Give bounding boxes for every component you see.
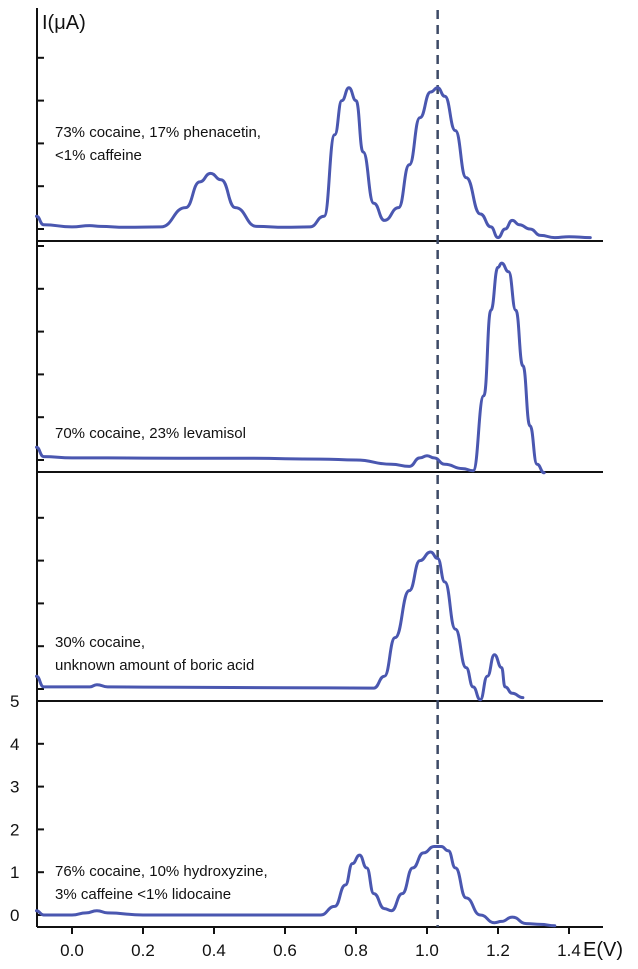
panel-labels: 73% cocaine, 17% phenacetin, <1% caffeine… xyxy=(55,124,268,903)
panel-2-trace xyxy=(35,261,546,475)
x-tick-label: 1.2 xyxy=(486,941,510,960)
traces xyxy=(35,86,592,928)
y-tick-label: 1 xyxy=(10,863,19,882)
panel-1-label-line: 73% cocaine, 17% phenacetin, xyxy=(55,124,261,141)
y-tick-label: 3 xyxy=(10,778,19,797)
x-tick-label: 0.0 xyxy=(60,941,84,960)
panel-1-label-line: <1% caffeine xyxy=(55,147,142,164)
panel-3-trace xyxy=(35,550,525,702)
axes: 0 1 2 3 4 5 0.0 0.2 0.4 0.6 0.8 1.0 1.2 1.4 xyxy=(10,8,603,960)
x-tick-label: 1.4 xyxy=(557,941,581,960)
x-tick-label: 0.8 xyxy=(344,941,368,960)
x-tick-label: 0.2 xyxy=(131,941,155,960)
panel-1-trace xyxy=(35,86,592,240)
panel-4-trace xyxy=(35,845,557,928)
panel-3-label-line: unknown amount of boric acid xyxy=(55,657,254,674)
y-tick-label: 4 xyxy=(10,735,19,754)
y-tick-label: 5 xyxy=(10,692,19,711)
x-tick-label: 0.4 xyxy=(202,941,226,960)
y-tick-label: 2 xyxy=(10,820,19,839)
x-axis-label: E(V) xyxy=(583,939,623,961)
y-tick-label: 0 xyxy=(10,906,19,925)
x-tick-label: 1.0 xyxy=(415,941,439,960)
y-axis-label: I(μA) xyxy=(42,12,86,34)
panel-3-label-line: 30% cocaine, xyxy=(55,634,145,651)
x-tick-label: 0.6 xyxy=(273,941,297,960)
panel-4-label-line: 3% caffeine <1% lidocaine xyxy=(55,886,231,903)
panel-2-label-line: 70% cocaine, 23% levamisol xyxy=(55,425,246,442)
panel-4-label-line: 76% cocaine, 10% hydroxyzine, xyxy=(55,863,268,880)
